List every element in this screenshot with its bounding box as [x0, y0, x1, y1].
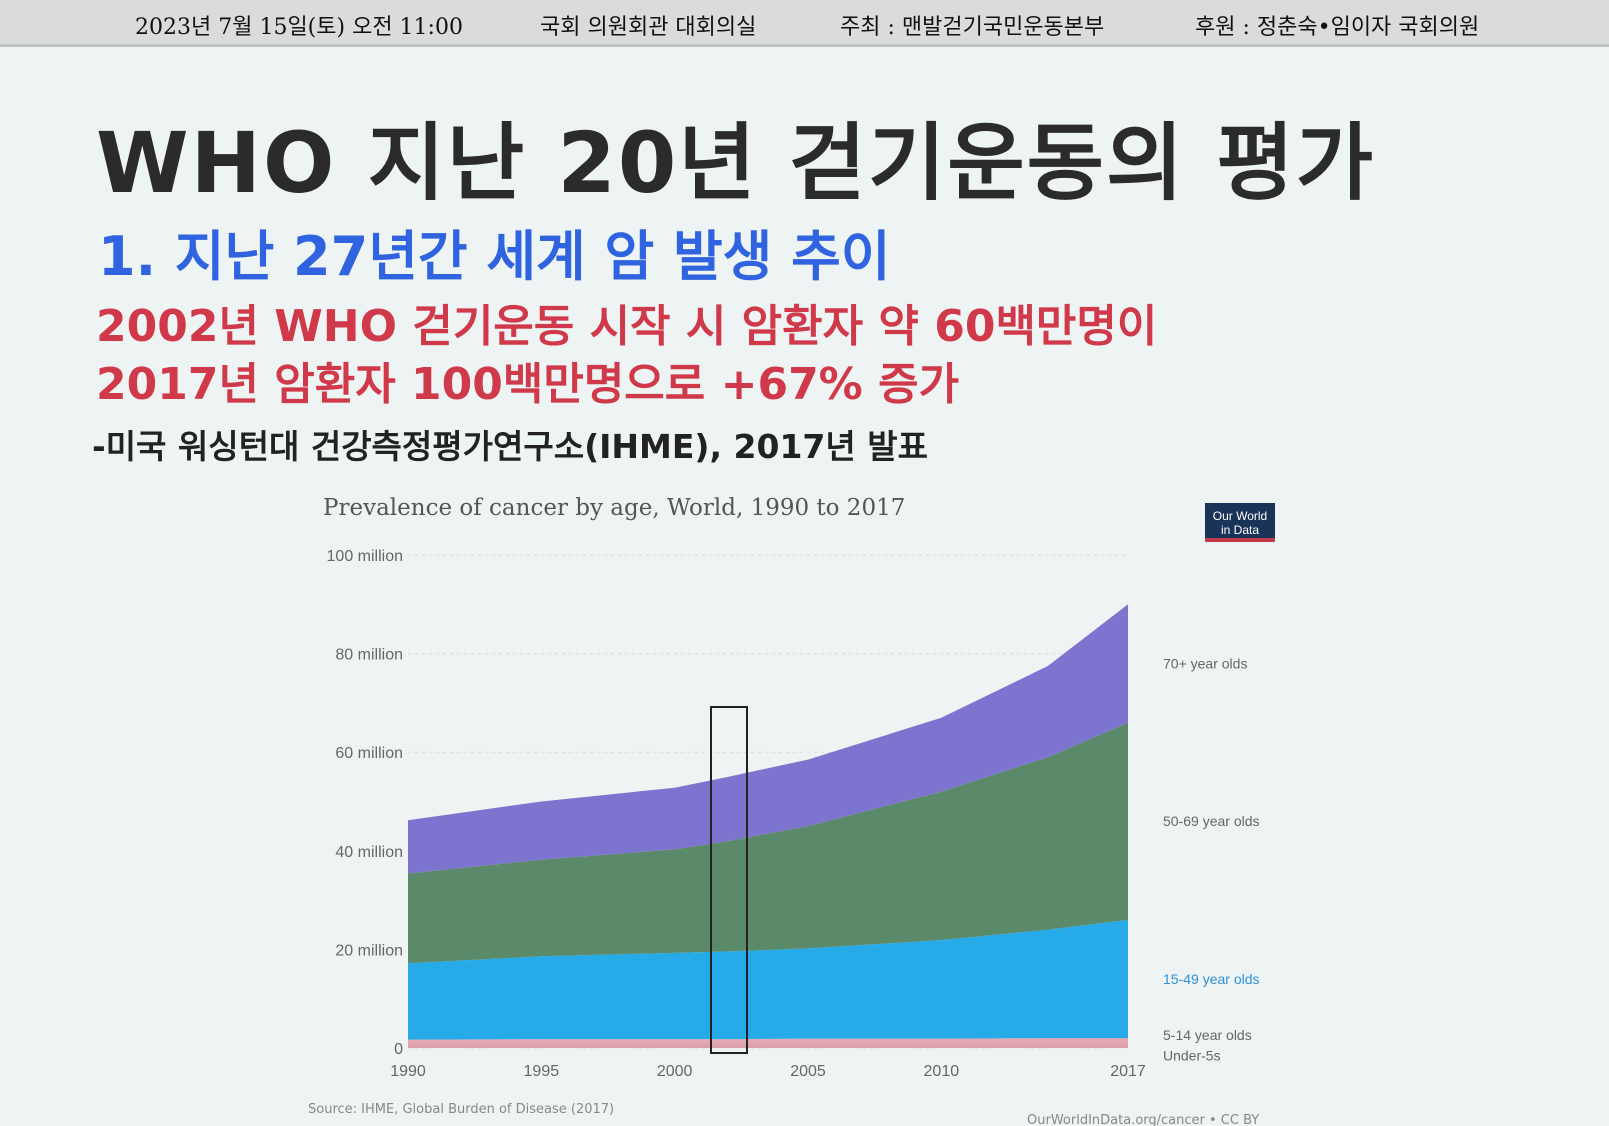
owid-logo: Our World in Data: [1205, 503, 1275, 542]
research-source: -미국 워싱턴대 건강측정평가연구소(IHME), 2017년 발표: [92, 427, 928, 466]
area-70-year-olds: [408, 604, 1128, 874]
owid-logo-text-2: in Data: [1221, 523, 1259, 537]
owid-logo-box: [1205, 503, 1275, 541]
chart-attribution: OurWorldInData.org/cancer • CC BY: [1027, 1113, 1259, 1126]
y-tick-label: 100 million: [327, 548, 403, 565]
area-15-49-year-olds: [408, 919, 1128, 1040]
slide-title: WHO 지난 20년 걷기운동의 평가: [96, 114, 1376, 212]
chart-source: Source: IHME, Global Burden of Disease (…: [308, 1102, 614, 1117]
x-tick-label: 1990: [390, 1063, 426, 1080]
chart-title: Prevalence of cancer by age, World, 1990…: [323, 495, 905, 521]
x-axis: 1990 1995 2000 2005 2010 2017: [390, 1063, 1146, 1080]
stacked-areas: [408, 604, 1128, 1048]
highlight-line-1: 2002년 WHO 걷기운동 시작 시 암환자 약 60백만명이: [96, 301, 1158, 352]
y-tick-label: 80 million: [335, 647, 403, 664]
year-2002-highlight-box: [710, 706, 748, 1054]
event-header: 2023년 7월 15일(토) 오전 11:00 국회 의원회관 대회의실 주최…: [0, 0, 1609, 47]
legend-label: 15-49 year olds: [1163, 971, 1260, 987]
y-tick-label: 60 million: [335, 745, 403, 762]
x-tick-label: 2000: [657, 1063, 693, 1080]
x-tick-label: 2017: [1110, 1063, 1146, 1080]
area-under-5s: [408, 1044, 1128, 1048]
legend-label: 5-14 year olds: [1163, 1027, 1252, 1043]
event-host: 주최 : 맨발걷기국민운동본부: [840, 15, 1105, 40]
owid-logo-underline: [1205, 538, 1275, 542]
y-tick-label: 20 million: [335, 942, 403, 959]
event-date: 2023년 7월 15일(토) 오전 11:00: [135, 15, 463, 40]
x-tick-label: 2005: [790, 1063, 826, 1080]
slide-subtitle: 1. 지난 27년간 세계 암 발생 추이: [98, 225, 891, 288]
event-venue: 국회 의원회관 대회의실: [540, 15, 757, 40]
owid-logo-text-1: Our World: [1213, 509, 1267, 523]
area-50-69-year-olds: [408, 722, 1128, 964]
legend-label: 50-69 year olds: [1163, 813, 1260, 829]
legend-label: Under-5s: [1163, 1048, 1221, 1064]
legend: Under-5s 5-14 year olds 15-49 year olds 50-…: [1163, 655, 1260, 1063]
area-5-14-year-olds: [408, 1038, 1128, 1045]
y-tick-label: 40 million: [335, 844, 403, 861]
legend-label: 70+ year olds: [1163, 655, 1247, 671]
x-tick-label: 2010: [924, 1063, 960, 1080]
highlight-line-2: 2017년 암환자 100백만명으로 +67% 증가: [96, 359, 960, 410]
y-tick-label: 0: [394, 1041, 403, 1058]
event-sponsor: 후원 : 정춘숙•임이자 국회의원: [1195, 15, 1480, 40]
x-tick-label: 1995: [524, 1063, 560, 1080]
